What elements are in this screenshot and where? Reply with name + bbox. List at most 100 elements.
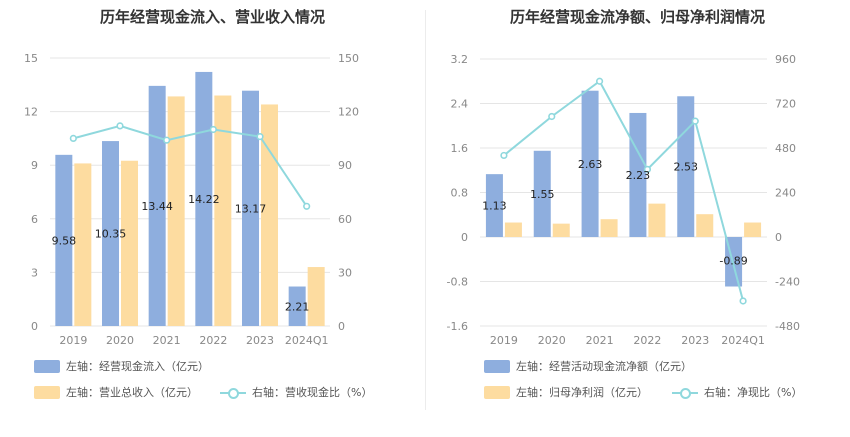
x-tick-label: 2024Q1 [285, 334, 329, 347]
y-right-tick-label: 240 [775, 187, 796, 200]
bar [485, 174, 503, 237]
y-left-tick-label: 9 [31, 159, 38, 172]
y-right-tick-label: 150 [338, 52, 359, 65]
x-tick-label: 2023 [681, 334, 709, 347]
data-label: 2.23 [626, 169, 651, 182]
bar [696, 214, 714, 237]
y-left-tick-label: 2.4 [451, 98, 469, 111]
y-left-tick-label: 6 [31, 213, 38, 226]
data-label: 2.53 [674, 161, 699, 174]
data-label: 14.22 [188, 193, 220, 206]
y-right-tick-label: 60 [338, 213, 352, 226]
y-left-tick-label: 0 [461, 231, 468, 244]
y-right-tick-label: 120 [338, 106, 359, 119]
data-label: 13.17 [235, 202, 267, 215]
y-right-tick-label: 720 [775, 98, 796, 111]
y-left-tick-label: 3.2 [451, 53, 469, 66]
y-right-tick-label: 0 [338, 320, 345, 333]
legend-label: 左轴：营业总收入（亿元） [66, 386, 198, 399]
bar [744, 222, 762, 237]
line-point [303, 202, 311, 210]
line-point [595, 77, 604, 85]
legend-item[interactable]: 左轴：经营活动现金流净额（亿元） [484, 358, 692, 374]
x-tick-label: 2022 [633, 334, 661, 347]
x-tick-label: 2020 [538, 334, 566, 347]
chart-panel-right: 历年经营现金流净额、归母净利润情况 -1.6 -480 -0.8 -240 0 0 0.8 2… [425, 0, 850, 437]
data-label: 1.13 [482, 200, 507, 213]
y-right-tick-label: -240 [775, 276, 800, 289]
series-line [73, 124, 308, 207]
data-label: 1.55 [530, 188, 555, 201]
line-point [69, 134, 77, 142]
x-tick-label: 2021 [153, 334, 181, 347]
legend-swatch-bar-primary [34, 359, 60, 373]
y-left-tick-label: 12 [24, 106, 38, 119]
legend-swatch-line [220, 386, 246, 399]
x-tick-label: 2024Q1 [721, 334, 765, 347]
line-point [500, 151, 508, 160]
legend-label: 右轴：净现比（%） [704, 386, 803, 399]
data-label: -0.89 [719, 255, 747, 268]
bar [74, 163, 92, 326]
x-tick-label: 2021 [586, 334, 614, 347]
bar [55, 154, 73, 326]
data-label: 2.21 [285, 300, 310, 313]
y-right-tick-label: 960 [775, 53, 796, 66]
legend-swatch-line [672, 386, 698, 399]
legend-item[interactable]: 右轴：营收现金比（%） [220, 384, 372, 400]
bar [242, 90, 259, 326]
legend-label: 左轴：经营活动现金流净额（亿元） [516, 360, 692, 373]
bar [552, 223, 570, 237]
y-right-tick-label: 90 [338, 159, 352, 172]
chart-title: 历年经营现金流净额、归母净利润情况 [509, 8, 765, 26]
bar [648, 203, 666, 237]
chart-canvas: -1.6 -480 -0.8 -240 0 0 0.8 240 1.6 480 2.4 720 3.2 9… [447, 53, 800, 347]
data-label: 2.63 [578, 158, 603, 171]
series-line [503, 79, 745, 302]
y-left-tick-label: 1.6 [451, 142, 469, 155]
data-label: 9.58 [52, 234, 77, 247]
y-right-tick-label: 0 [775, 231, 782, 244]
legend-label: 右轴：营收现金比（%） [252, 386, 373, 399]
line-point [739, 297, 747, 305]
data-label: 10.35 [95, 228, 127, 241]
line-point [548, 112, 556, 121]
legend-swatch-bar-secondary [484, 385, 510, 399]
line-point [691, 117, 699, 125]
chart-panel-left: 历年经营现金流入、营业收入情况 0 0 3 30 6 60 9 90 12 120 15 150 9.5… [24, 8, 372, 400]
line-point [163, 136, 171, 144]
line-point [116, 122, 124, 130]
legend-item[interactable]: 左轴：经营现金流入（亿元） [34, 358, 209, 374]
legend-swatch-bar-primary [484, 359, 510, 373]
y-right-tick-label: -480 [775, 320, 800, 333]
bar [504, 222, 522, 237]
y-left-tick-label: -1.6 [447, 320, 468, 333]
legend-item[interactable]: 左轴：归母净利润（亿元） [484, 384, 648, 400]
line-point [643, 165, 652, 173]
legend-item[interactable]: 左轴：营业总收入（亿元） [34, 384, 198, 400]
legend-label: 左轴：经营现金流入（亿元） [66, 360, 209, 373]
y-right-tick-label: 480 [775, 142, 796, 155]
bar [167, 96, 185, 326]
x-tick-label: 2020 [106, 334, 134, 347]
y-left-tick-label: 0 [31, 320, 38, 333]
bar [533, 150, 551, 237]
bar [121, 160, 138, 326]
x-tick-label: 2022 [199, 334, 227, 347]
line-point [256, 133, 264, 141]
bar [600, 219, 618, 237]
bar [195, 71, 213, 326]
legend-item[interactable]: 右轴：净现比（%） [672, 384, 802, 400]
bar [148, 85, 166, 326]
y-left-tick-label: 0.8 [451, 187, 469, 200]
legend-swatch-bar-secondary [34, 385, 60, 399]
x-tick-label: 2023 [246, 334, 274, 347]
y-left-tick-label: 3 [31, 266, 38, 279]
bar [102, 141, 119, 326]
bar [214, 95, 232, 327]
bar [581, 90, 599, 237]
bar [288, 286, 306, 326]
panel-divider [425, 10, 426, 410]
data-label: 13.44 [141, 200, 173, 213]
x-tick-label: 2019 [59, 334, 87, 347]
